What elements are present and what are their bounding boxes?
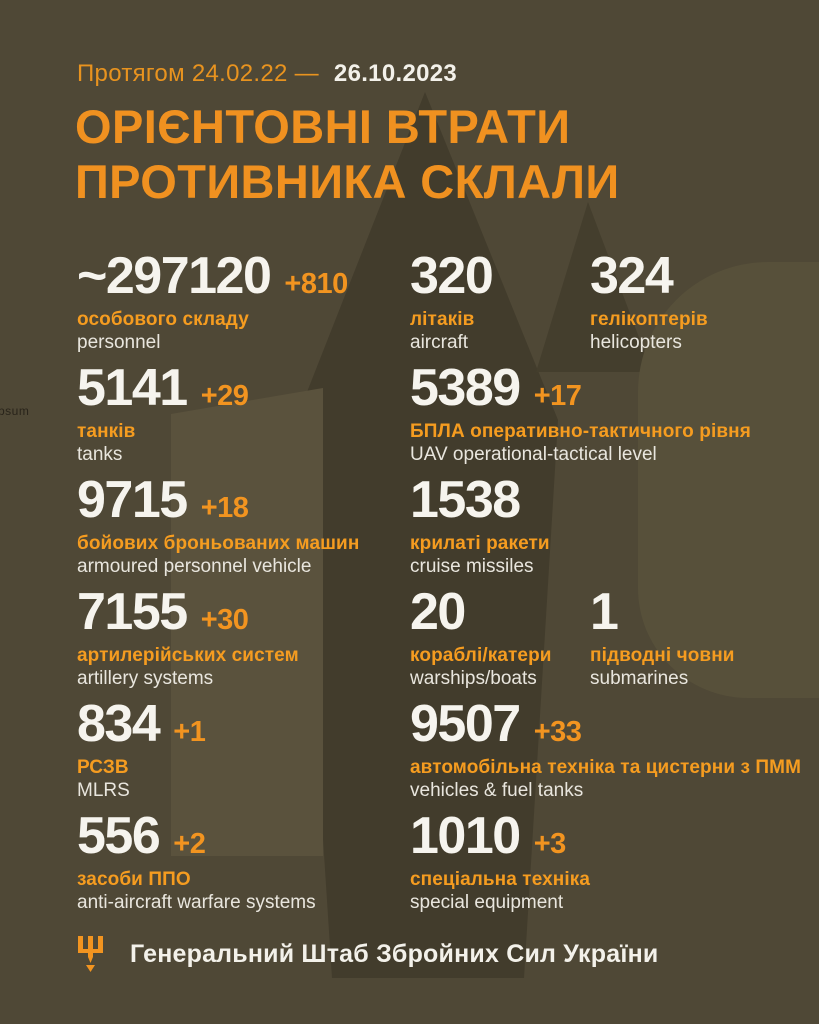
stat-label-en: helicopters [590, 332, 682, 354]
page-title-line1: ОРІЄНТОВНІ ВТРАТИ [75, 100, 571, 153]
stat-label-en: UAV operational-tactical level [410, 444, 657, 466]
stat-delta: +1 [173, 716, 206, 748]
stat-delta: +29 [200, 380, 249, 412]
stat-label-en: anti-aircraft warfare systems [77, 892, 316, 914]
stat-value: 834 [77, 695, 161, 753]
period-date: 26.10.2023 [333, 60, 458, 87]
stat-cruise-missiles: 1538 крилаті ракети cruise missiles [410, 471, 810, 586]
stat-delta: +17 [533, 380, 582, 412]
stats-column-left: ~297120 +810 особового складу personnel 5… [77, 247, 407, 922]
stat-value: 556 [77, 807, 161, 865]
page-title: ОРІЄНТОВНІ ВТРАТИ ПРОТИВНИКА СКЛАЛИ [75, 100, 620, 210]
stat-value: 7155 [77, 583, 188, 641]
stat-label-en: warships/boats [410, 668, 537, 690]
stat-delta: +3 [533, 828, 567, 860]
stat-label-en: tanks [77, 444, 123, 466]
stat-label-ua: танків [77, 421, 136, 443]
stat-label-en: cruise missiles [410, 556, 534, 578]
stat-value: 1538 [410, 471, 521, 529]
stat-label-ua: засоби ППО [77, 869, 191, 891]
stat-label-ua: БПЛА оперативно-тактичного рівня [410, 421, 751, 443]
stat-value: 9507 [410, 695, 521, 753]
stat-anti-aircraft: 556 +2 засоби ППО anti-aircraft warfare s… [77, 807, 407, 922]
stat-value: 5389 [410, 359, 521, 417]
stat-label-ua: літаків [410, 309, 475, 331]
stats-column-right: 320 літаків aircraft 324 гелікоптерів he… [410, 247, 810, 922]
stat-label-ua: автомобільна техніка та цистерни з ПММ [410, 757, 802, 779]
stat-delta: +33 [533, 716, 582, 748]
stat-label-en: personnel [77, 332, 161, 354]
stat-value: 320 [410, 247, 494, 305]
watermark-text-fragment: psum [0, 404, 30, 418]
stat-warships: 20 кораблі/катери warships/boats [410, 583, 590, 698]
stat-label-ua: РСЗВ [77, 757, 129, 779]
page-title-line2: ПРОТИВНИКА СКЛАЛИ [75, 154, 620, 208]
stat-label-en: submarines [590, 668, 689, 690]
stat-label-ua: підводні човни [590, 645, 735, 667]
stat-value: ~297120 [77, 247, 272, 305]
stat-helicopters: 324 гелікоптерів helicopters [590, 247, 770, 362]
stat-label-en: armoured personnel vehicle [77, 556, 312, 578]
stat-label-ua: спеціальна техніка [410, 869, 591, 891]
stat-label-en: artillery systems [77, 668, 214, 690]
stat-label-en: vehicles & fuel tanks [410, 780, 584, 802]
stat-label-en: special equipment [410, 892, 564, 914]
stat-artillery: 7155 +30 артилерійських систем artillery … [77, 583, 407, 698]
stat-value: 9715 [77, 471, 188, 529]
stat-vehicles-fuel: 9507 +33 автомобільна техніка та цистерни… [410, 695, 810, 810]
stat-delta: +30 [200, 604, 249, 636]
stat-uav: 5389 +17 БПЛА оперативно-тактичного рівня… [410, 359, 810, 474]
stat-value: 20 [410, 583, 466, 641]
stat-label-ua: крилаті ракети [410, 533, 550, 555]
stat-aircraft: 320 літаків aircraft [410, 247, 590, 362]
stat-value: 1010 [410, 807, 521, 865]
stat-label-ua: артилерійських систем [77, 645, 299, 667]
stat-submarines: 1 підводні човни submarines [590, 583, 770, 698]
stat-label-ua: бойових броньованих машин [77, 533, 360, 555]
period-prefix: Протягом 24.02.22 — [77, 60, 319, 87]
stat-value: 324 [590, 247, 674, 305]
stat-label-ua: гелікоптерів [590, 309, 708, 331]
trident-icon [78, 936, 103, 972]
stat-mlrs: 834 +1 РСЗВ MLRS [77, 695, 407, 810]
stat-delta: +2 [173, 828, 206, 860]
stat-tanks: 5141 +29 танків tanks [77, 359, 407, 474]
stat-special-equipment: 1010 +3 спеціальна техніка special equipm… [410, 807, 810, 922]
footer: Генеральний Штаб Збройних Сил України [77, 936, 658, 973]
stat-label-ua: особового складу [77, 309, 249, 331]
report-period: Протягом 24.02.22 — 26.10.2023 [77, 60, 457, 88]
stat-delta: +18 [200, 492, 249, 524]
stat-armoured-vehicles: 9715 +18 бойових броньованих машин armour… [77, 471, 407, 586]
stat-label-en: MLRS [77, 780, 130, 802]
stat-value: 5141 [77, 359, 188, 417]
stat-label-ua: кораблі/катери [410, 645, 552, 667]
stat-value: 1 [590, 583, 619, 641]
stat-label-en: aircraft [410, 332, 469, 354]
footer-org-label: Генеральний Штаб Збройних Сил України [130, 940, 659, 968]
stat-delta: +810 [284, 268, 348, 300]
stat-personnel: ~297120 +810 особового складу personnel [77, 247, 407, 362]
